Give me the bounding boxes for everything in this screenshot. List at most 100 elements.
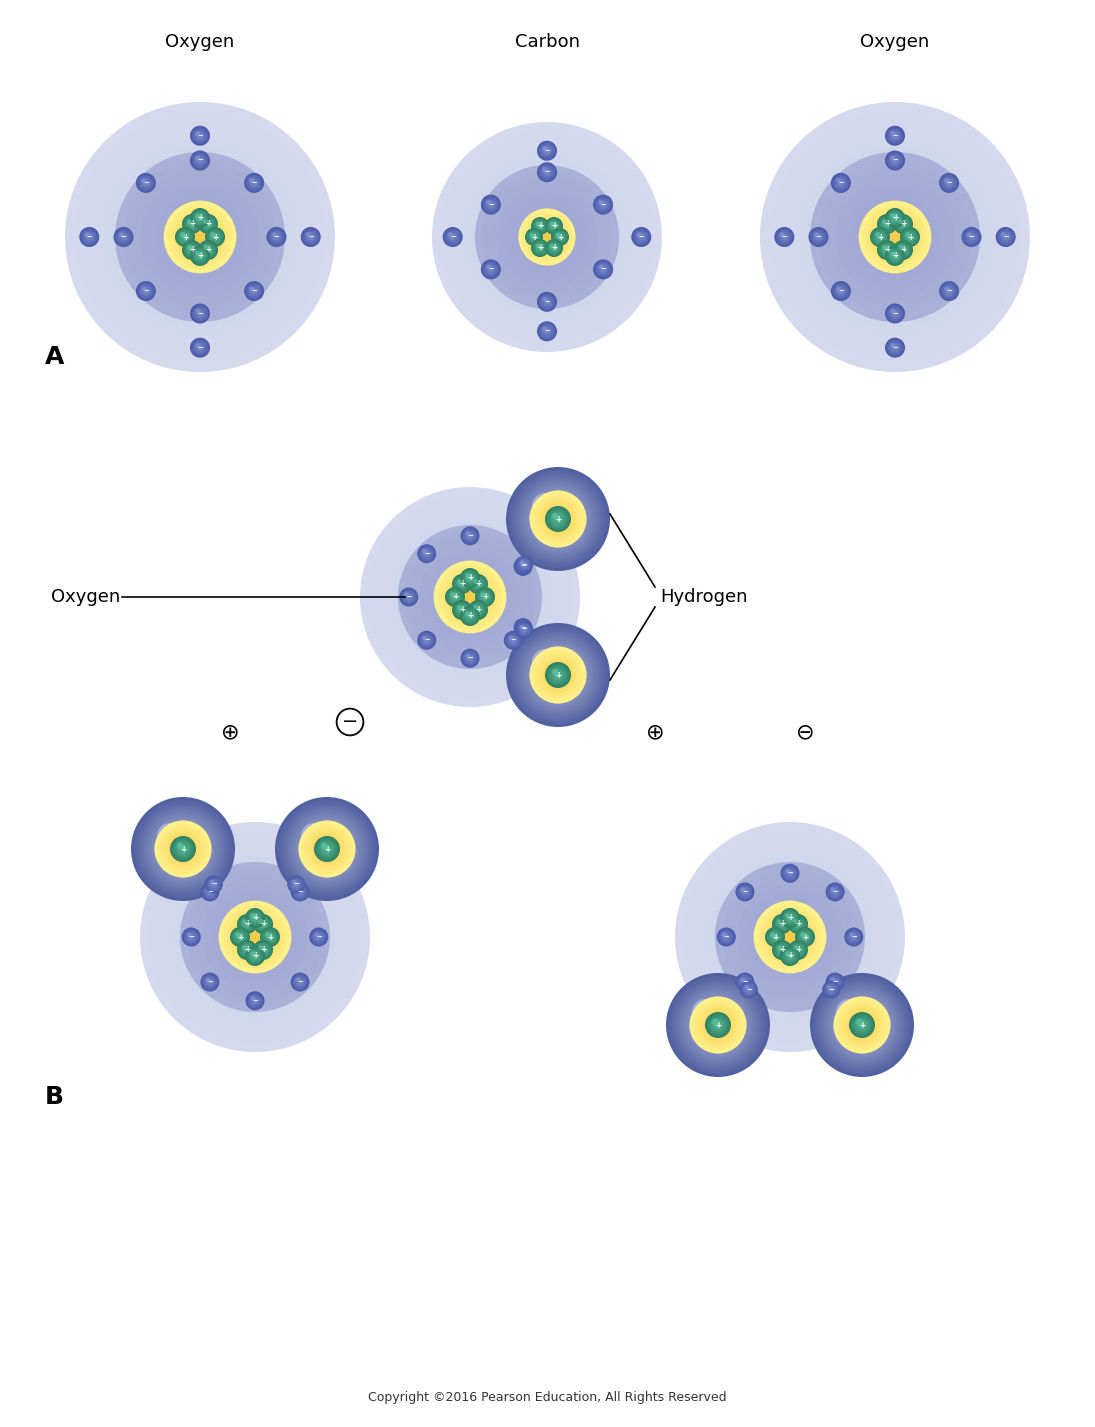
Circle shape xyxy=(191,248,194,251)
Circle shape xyxy=(529,231,540,243)
Circle shape xyxy=(872,228,889,245)
Circle shape xyxy=(740,888,749,896)
Circle shape xyxy=(141,287,151,295)
Circle shape xyxy=(543,234,551,241)
Circle shape xyxy=(1000,231,1012,243)
Circle shape xyxy=(558,235,562,238)
Circle shape xyxy=(888,307,902,321)
Circle shape xyxy=(799,930,811,943)
Circle shape xyxy=(890,308,895,314)
Circle shape xyxy=(827,985,835,993)
Circle shape xyxy=(463,609,476,622)
Circle shape xyxy=(777,919,782,925)
Text: B: B xyxy=(45,1085,64,1109)
Text: Hydrogen: Hydrogen xyxy=(660,588,748,606)
Circle shape xyxy=(789,915,807,933)
Circle shape xyxy=(251,180,257,187)
Circle shape xyxy=(460,606,480,626)
Circle shape xyxy=(554,515,563,524)
Circle shape xyxy=(255,916,270,932)
Circle shape xyxy=(177,843,189,855)
Circle shape xyxy=(197,215,203,221)
Circle shape xyxy=(426,552,428,555)
Text: +: + xyxy=(197,214,204,223)
Circle shape xyxy=(489,180,604,294)
Circle shape xyxy=(169,835,197,863)
Circle shape xyxy=(198,134,201,138)
Circle shape xyxy=(1001,233,1011,241)
Circle shape xyxy=(433,121,662,352)
Circle shape xyxy=(968,234,975,240)
Circle shape xyxy=(877,234,884,240)
Circle shape xyxy=(487,265,495,274)
Circle shape xyxy=(424,636,430,644)
Circle shape xyxy=(542,167,552,177)
Circle shape xyxy=(196,310,204,317)
Circle shape xyxy=(851,1015,873,1036)
Circle shape xyxy=(557,518,558,519)
Circle shape xyxy=(174,841,192,858)
Circle shape xyxy=(535,221,540,225)
Circle shape xyxy=(861,1023,864,1027)
Text: Oxygen: Oxygen xyxy=(50,588,120,606)
Circle shape xyxy=(197,254,203,258)
Circle shape xyxy=(1004,235,1007,238)
Circle shape xyxy=(198,240,218,260)
Circle shape xyxy=(546,507,570,531)
Circle shape xyxy=(260,920,266,928)
Circle shape xyxy=(472,604,484,616)
Text: +: + xyxy=(466,612,473,621)
Circle shape xyxy=(196,344,204,351)
Circle shape xyxy=(850,1013,874,1037)
Circle shape xyxy=(159,841,350,1033)
Circle shape xyxy=(461,569,479,586)
Circle shape xyxy=(514,557,532,577)
Circle shape xyxy=(538,293,556,311)
Circle shape xyxy=(301,228,320,247)
Circle shape xyxy=(205,977,215,987)
Circle shape xyxy=(191,936,193,939)
Circle shape xyxy=(461,527,480,545)
Circle shape xyxy=(180,231,191,243)
Circle shape xyxy=(465,574,474,582)
Circle shape xyxy=(785,913,795,923)
Circle shape xyxy=(251,915,260,922)
Circle shape xyxy=(239,915,255,933)
Circle shape xyxy=(543,147,551,154)
Circle shape xyxy=(307,829,347,869)
Circle shape xyxy=(598,264,603,270)
Circle shape xyxy=(519,624,529,635)
Circle shape xyxy=(272,233,277,237)
Circle shape xyxy=(945,178,953,187)
Circle shape xyxy=(203,975,217,989)
Circle shape xyxy=(831,979,839,986)
Circle shape xyxy=(510,638,516,642)
Circle shape xyxy=(195,233,205,241)
Circle shape xyxy=(488,267,494,273)
Circle shape xyxy=(204,245,212,254)
Circle shape xyxy=(517,621,529,634)
Circle shape xyxy=(484,263,498,277)
Circle shape xyxy=(247,910,263,926)
Text: +: + xyxy=(267,932,273,942)
Circle shape xyxy=(310,235,312,238)
Circle shape xyxy=(550,221,558,230)
Circle shape xyxy=(250,287,258,295)
Circle shape xyxy=(783,949,797,963)
Circle shape xyxy=(886,127,903,144)
Circle shape xyxy=(198,254,201,258)
Circle shape xyxy=(515,619,532,636)
Circle shape xyxy=(293,882,299,888)
Circle shape xyxy=(518,622,523,628)
Circle shape xyxy=(773,915,792,933)
Circle shape xyxy=(550,221,558,231)
Circle shape xyxy=(900,247,907,254)
Circle shape xyxy=(195,251,206,261)
Circle shape xyxy=(555,233,565,241)
Circle shape xyxy=(191,228,209,245)
Circle shape xyxy=(207,979,212,985)
Circle shape xyxy=(873,214,918,260)
Circle shape xyxy=(191,223,194,225)
Circle shape xyxy=(1001,231,1011,243)
Circle shape xyxy=(288,876,304,893)
